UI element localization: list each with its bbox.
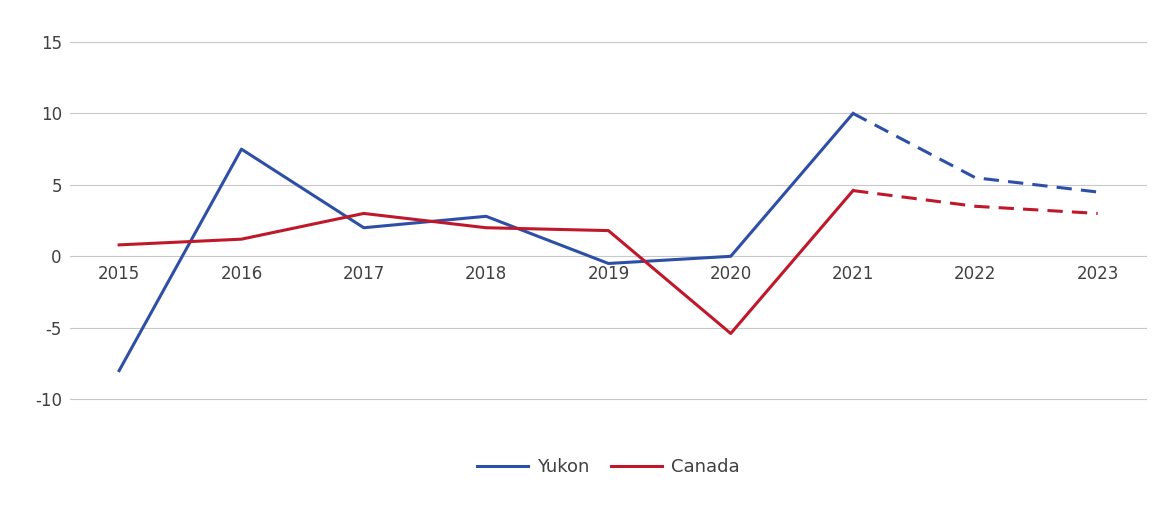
Legend: Yukon, Canada: Yukon, Canada [470,451,746,484]
